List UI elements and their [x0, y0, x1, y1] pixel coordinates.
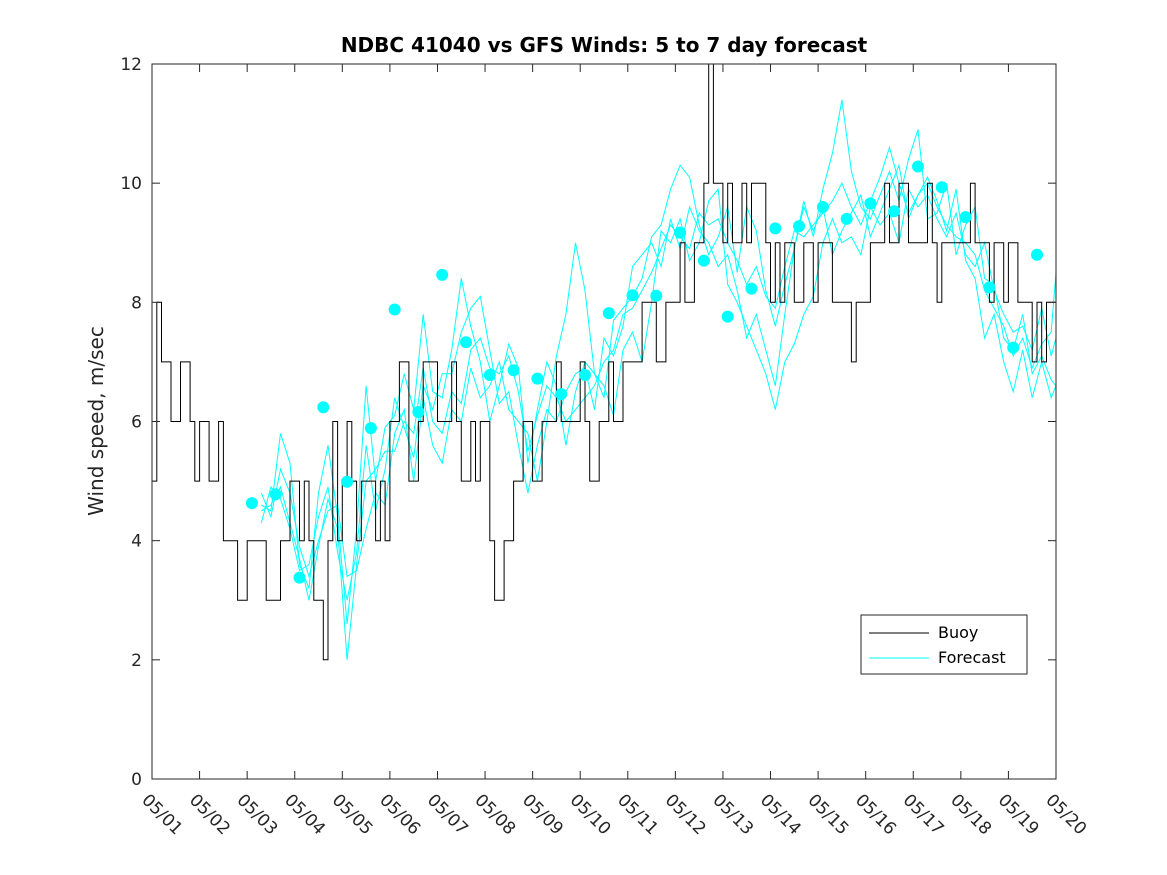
y-tick-label: 2 [131, 651, 142, 671]
chart-title: NDBC 41040 vs GFS Winds: 5 to 7 day fore… [341, 33, 868, 57]
forecast-marker [983, 281, 996, 294]
y-tick-label: 12 [120, 55, 142, 75]
forecast-marker [483, 369, 496, 381]
forecast-marker [888, 205, 901, 218]
forecast-marker [816, 201, 829, 213]
forecast-marker [650, 289, 663, 302]
buoy-line [152, 63, 1056, 661]
forecast-marker [460, 336, 472, 349]
forecast-marker [1031, 248, 1043, 261]
forecast-marker [507, 364, 520, 377]
legend: Buoy Forecast [860, 614, 1028, 675]
forecast-marker [388, 303, 401, 316]
y-tick-label: 8 [131, 293, 142, 313]
forecast-marker [793, 220, 806, 233]
y-tick-label: 6 [131, 413, 142, 433]
plot-lines [152, 63, 1057, 661]
forecast-marker [436, 268, 449, 281]
forecast-marker [245, 497, 258, 510]
forecast-marker [840, 212, 853, 225]
forecast-marker [745, 282, 758, 295]
forecast-marker [579, 369, 591, 381]
forecast-marker [1007, 341, 1020, 354]
legend-buoy-label: Buoy [938, 623, 978, 642]
forecast-marker [935, 181, 948, 194]
forecast-marker [721, 310, 734, 323]
forecast-marker [269, 488, 282, 501]
forecast-marker [959, 211, 972, 224]
forecast-marker [602, 307, 615, 320]
y-tick-label: 10 [120, 174, 142, 194]
forecast-marker [293, 571, 306, 584]
forecast-marker [697, 254, 710, 267]
legend-forecast-label: Forecast [938, 648, 1006, 667]
y-axis-label: Wind speed, m/sec [84, 326, 108, 516]
legend-box [860, 614, 1028, 675]
forecast-marker [341, 475, 354, 488]
y-tick-label: 4 [131, 532, 142, 552]
forecast-marker [912, 160, 924, 173]
forecast-marker [626, 289, 639, 302]
y-tick-label: 0 [131, 770, 142, 790]
forecast-marker [864, 197, 877, 210]
forecast-marker [769, 222, 782, 235]
forecast-marker [412, 406, 425, 418]
y-axis-ticks: 0 2 4 6 8 10 12 [120, 55, 1056, 790]
forecast-line-1 [260, 163, 1057, 601]
forecast-marker [674, 226, 687, 239]
forecast-marker [531, 372, 544, 385]
plot-markers [245, 160, 1043, 584]
forecast-marker [364, 422, 377, 435]
forecast-marker [555, 388, 568, 401]
forecast-marker [317, 401, 330, 414]
